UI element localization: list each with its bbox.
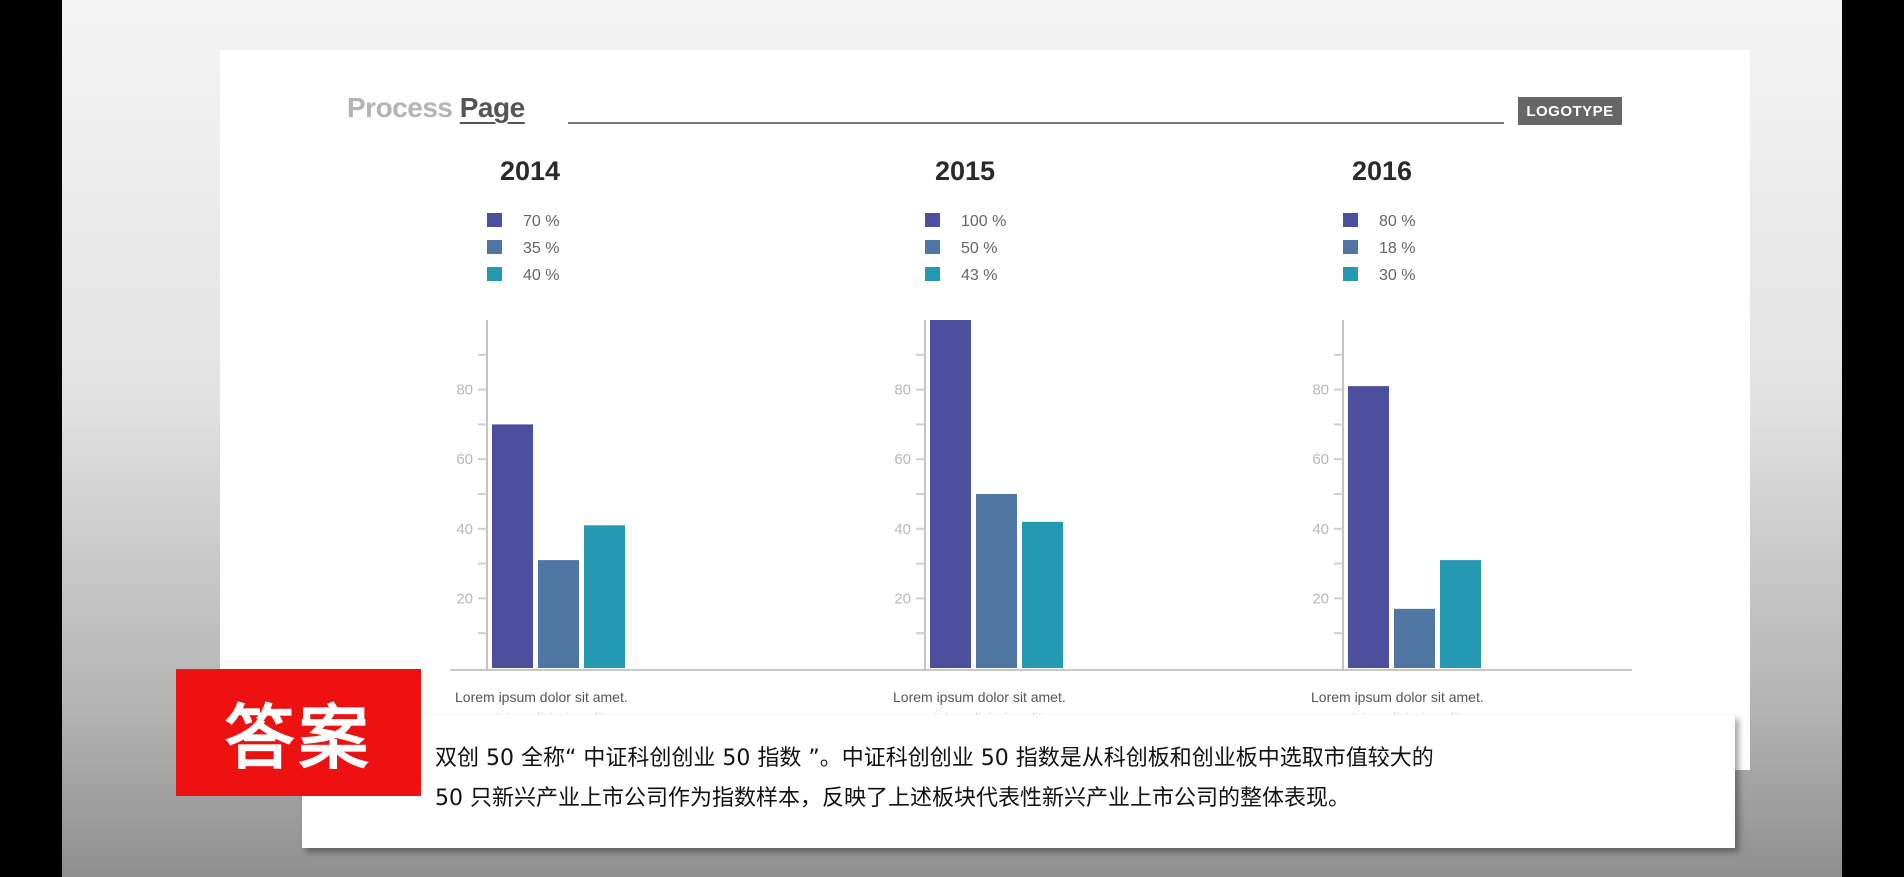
y-tick-label: 80 [894, 382, 911, 399]
bar-2015-3 [1022, 521, 1063, 668]
legend-swatch [487, 267, 502, 281]
bar-2014-3 [584, 525, 625, 668]
answer-panel: 双创 50 全称“ 中证科创创业 50 指数 ”。中证科创创业 50 指数是从科… [302, 715, 1735, 848]
bar-2014-1 [492, 424, 533, 668]
page-title: Process Page [347, 92, 525, 124]
bar-2016-2 [1394, 608, 1435, 668]
caption: Lorem ipsum dolor sit amet. [1311, 689, 1484, 705]
legend-label: 40 % [523, 267, 559, 284]
chart-title-2015: 2015 [935, 156, 995, 186]
bar-2014-2 [538, 560, 579, 668]
chart-title-2014: 2014 [500, 156, 560, 186]
legend-label: 80 % [1379, 213, 1415, 230]
answer-line-2: 50 只新兴产业上市公司作为指数样本，反映了上述板块代表性新兴产业上市公司的整体… [435, 786, 1350, 811]
y-tick-label: 40 [1312, 521, 1329, 538]
legend-swatch [925, 240, 940, 254]
legend-label: 35 % [523, 240, 559, 257]
title-dark: Page [459, 92, 525, 123]
logotype: LOGOTYPE [1518, 97, 1622, 125]
y-tick-label: 20 [456, 590, 473, 607]
legend-label: 18 % [1379, 240, 1415, 257]
y-tick-label: 40 [456, 521, 473, 538]
chart-title-2016: 2016 [1352, 156, 1412, 186]
y-tick-label: 80 [1312, 382, 1329, 399]
legend-swatch [925, 267, 940, 281]
legend-label: 50 % [961, 240, 997, 257]
y-tick-label: 40 [894, 521, 911, 538]
legend-swatch [925, 213, 940, 227]
legend-swatch [487, 240, 502, 254]
y-tick-label: 20 [1312, 590, 1329, 607]
bar-2016-3 [1440, 560, 1481, 668]
y-tick-label: 20 [894, 590, 911, 607]
title-light: Process [347, 92, 453, 123]
bar-2016-1 [1348, 386, 1389, 668]
y-tick-label: 60 [894, 451, 911, 468]
legend-swatch [487, 213, 502, 227]
y-tick-label: 60 [1312, 451, 1329, 468]
caption: Lorem ipsum dolor sit amet. [455, 689, 628, 705]
answer-text: 双创 50 全称“ 中证科创创业 50 指数 ”。中证科创创业 50 指数是从科… [435, 739, 1715, 819]
y-tick-label: 80 [456, 382, 473, 399]
bar-2015-2 [976, 494, 1017, 668]
legend-label: 70 % [523, 213, 559, 230]
answer-line-1: 双创 50 全称“ 中证科创创业 50 指数 ”。中证科创创业 50 指数是从科… [435, 746, 1434, 771]
bar-2015-1 [930, 320, 971, 668]
y-tick-label: 60 [456, 451, 473, 468]
caption: Lorem ipsum dolor sit amet. [893, 689, 1066, 705]
legend-swatch [1343, 213, 1358, 227]
legend-label: 43 % [961, 267, 997, 284]
legend-label: 100 % [961, 213, 1006, 230]
legend-label: 30 % [1379, 267, 1415, 284]
answer-badge: 答案 [176, 669, 421, 796]
legend-swatch [1343, 240, 1358, 254]
legend-swatch [1343, 267, 1358, 281]
header-divider [568, 122, 1504, 124]
